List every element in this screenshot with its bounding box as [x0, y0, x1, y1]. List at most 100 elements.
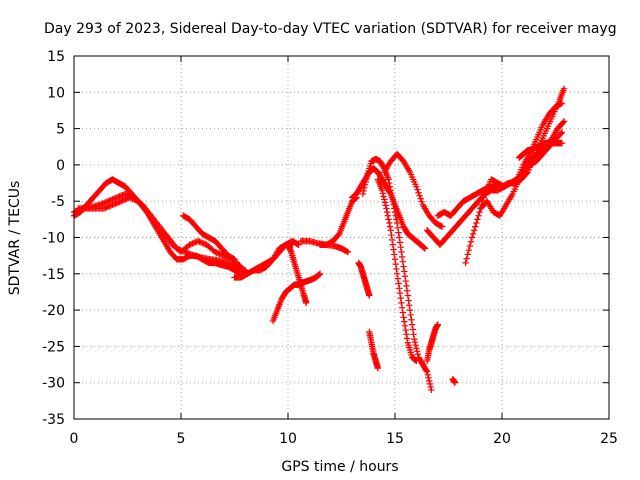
data-series — [381, 150, 446, 230]
data-point-plus — [411, 335, 418, 343]
data-point-plus — [105, 198, 112, 205]
data-point-plus — [403, 335, 411, 342]
data-series — [462, 129, 566, 267]
data-point-plus — [467, 238, 475, 245]
data-point-plus — [122, 196, 129, 203]
data-point-plus — [412, 341, 419, 349]
data-point-plus — [401, 268, 408, 275]
data-point-plus — [130, 196, 138, 203]
data-point-plus — [413, 357, 420, 365]
data-point-plus — [212, 248, 219, 256]
chart-title: Day 293 of 2023, Sidereal Day-to-day VTE… — [44, 21, 617, 37]
data-point-plus — [119, 191, 126, 199]
data-point-plus — [408, 316, 415, 323]
data-point-plus — [396, 234, 403, 241]
data-point-plus — [119, 197, 126, 204]
data-point-plus — [316, 271, 323, 278]
data-point-plus — [115, 199, 122, 206]
data-point-plus — [402, 277, 409, 285]
data-point-plus — [302, 299, 310, 307]
data-point-plus — [403, 287, 411, 294]
data-point-plus — [400, 314, 407, 321]
data-point-plus — [403, 331, 410, 338]
data-point-plus — [463, 255, 470, 262]
data-point-plus — [451, 379, 459, 386]
data-point-plus — [102, 199, 109, 206]
y-tick-label: 5 — [56, 122, 65, 138]
data-point-plus — [196, 238, 203, 245]
data-point-plus — [237, 263, 245, 270]
data-point-plus — [316, 270, 324, 277]
data-series — [366, 328, 382, 372]
data-series — [355, 259, 373, 299]
data-point-plus — [229, 261, 236, 268]
data-point-plus — [426, 377, 433, 385]
y-tick-label: -15 — [42, 267, 65, 283]
data-point-plus — [116, 198, 123, 206]
plot-frame — [73, 55, 610, 420]
data-point-plus — [384, 212, 392, 219]
data-point-plus — [382, 202, 389, 209]
data-point-plus — [421, 244, 428, 251]
data-point-plus — [184, 250, 192, 257]
data-point-plus — [438, 223, 446, 230]
data-point-plus — [464, 251, 471, 258]
data-point-plus — [416, 192, 423, 199]
data-point-plus — [294, 240, 301, 248]
data-point-plus — [127, 194, 135, 202]
data-point-plus — [402, 326, 409, 334]
data-point-plus — [425, 374, 432, 382]
data-point-plus — [388, 190, 395, 198]
data-point-plus — [476, 208, 483, 216]
data-point-plus — [226, 260, 233, 267]
data-series — [423, 321, 441, 365]
y-tick-labels: 15 10 5 0 -5 -10 -15 -20 -25 -30 -35 — [42, 49, 65, 428]
data-point-plus — [412, 357, 419, 364]
data-point-plus — [394, 275, 402, 282]
data-point-plus — [393, 265, 400, 273]
data-point-plus — [414, 351, 422, 358]
data-point-plus — [410, 331, 417, 338]
data-point-plus — [408, 321, 416, 328]
x-tick-labels: 0 5 10 15 20 25 — [70, 431, 618, 447]
data-point-plus — [230, 255, 237, 262]
data-point-plus — [115, 193, 122, 201]
data-point-plus — [107, 202, 115, 209]
data-point-plus — [409, 326, 417, 333]
data-point-plus — [315, 271, 322, 279]
data-point-plus — [398, 248, 405, 256]
data-point-plus — [224, 259, 232, 267]
data-point-plus — [363, 175, 370, 183]
data-point-plus — [465, 247, 473, 254]
data-point-plus — [102, 204, 109, 212]
data-point-plus — [470, 227, 478, 234]
data-point-plus — [391, 208, 399, 216]
data-point-plus — [399, 309, 407, 316]
data-point-plus — [379, 190, 387, 197]
data-point-plus — [359, 190, 367, 198]
data-point-plus — [401, 273, 409, 280]
data-point-plus — [343, 248, 351, 255]
data-point-plus — [398, 304, 406, 311]
data-point-plus — [213, 249, 220, 256]
data-point-plus — [189, 251, 196, 259]
data-point-plus — [389, 241, 397, 248]
data-point-plus — [113, 199, 120, 207]
x-axis-label: GPS time / hours — [281, 459, 398, 475]
data-series — [179, 212, 238, 263]
y-tick-label: -5 — [51, 194, 65, 210]
data-point-plus — [390, 246, 397, 253]
data-point-plus — [381, 196, 388, 203]
data-point-plus — [132, 196, 139, 204]
data-point-plus — [396, 289, 404, 297]
data-point-plus — [383, 205, 390, 212]
x-tick-label: 20 — [493, 431, 511, 447]
data-point-plus — [393, 270, 401, 277]
data-point-plus — [473, 219, 480, 227]
data-point-plus — [103, 198, 111, 206]
y-tick-label: 15 — [47, 49, 65, 65]
data-point-plus — [557, 130, 565, 137]
data-point-plus — [418, 198, 425, 206]
data-point-plus — [392, 260, 399, 268]
